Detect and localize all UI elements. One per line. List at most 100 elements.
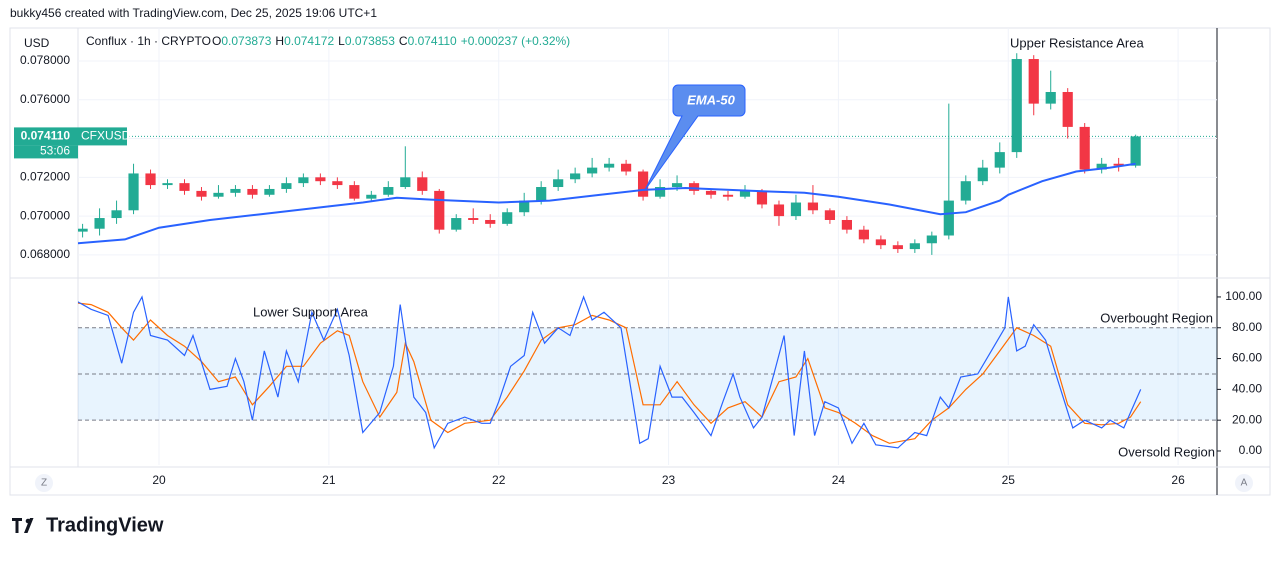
- ohlc-value: 0.074110: [408, 34, 457, 48]
- ohlc-value: 0.073873: [221, 34, 271, 48]
- candle-body: [637, 171, 649, 197]
- candle-body: [417, 177, 428, 191]
- candle-body: [145, 173, 156, 186]
- ema-line: [78, 162, 1136, 245]
- credit: bukky456 created with TradingView.com, D…: [10, 6, 377, 20]
- candle-body: [807, 202, 819, 211]
- annotation: Oversold Region: [1118, 444, 1215, 459]
- candle-body: [756, 190, 768, 205]
- y-tick-label: 60.00: [1232, 351, 1262, 365]
- candle-body: [1130, 136, 1141, 166]
- y-tick-label: 20.00: [1232, 412, 1262, 426]
- candle-body: [111, 210, 122, 219]
- logo-text: TradingView: [46, 514, 164, 536]
- y-tick-label: 0.00: [1239, 443, 1263, 457]
- axis-button[interactable]: Z: [41, 478, 47, 489]
- candle-body: [196, 190, 207, 197]
- y-tick-label: 0.078000: [20, 53, 70, 67]
- axis-button-bg: [1235, 474, 1253, 492]
- candle-body: [468, 218, 479, 220]
- candle-body: [162, 183, 173, 186]
- last-price-symbol: CFXUSD: [81, 129, 131, 143]
- logo-icon: [25, 518, 31, 524]
- candle-body: [213, 192, 224, 197]
- ohlc-label: L: [338, 34, 345, 48]
- candle-body: [688, 183, 700, 191]
- candle-body: [926, 235, 937, 244]
- y-tick-label: 0.076000: [20, 92, 70, 106]
- candle-body: [841, 219, 852, 230]
- currency: USD: [24, 36, 50, 50]
- candle-body: [604, 163, 615, 168]
- candle-body: [78, 228, 88, 232]
- candle-body: [671, 183, 683, 188]
- stoch-k-line: [78, 295, 1142, 450]
- axis-button[interactable]: A: [1241, 478, 1248, 489]
- y-tick-label: 80.00: [1232, 320, 1262, 334]
- y-tick-label: 100.00: [1225, 289, 1262, 303]
- y-tick-label: 0.070000: [20, 208, 70, 222]
- y-tick-label: 40.00: [1232, 382, 1262, 396]
- candle-body: [1062, 91, 1073, 127]
- candle-body: [1045, 91, 1056, 104]
- callout-text: EMA-50: [687, 92, 735, 107]
- candle-body: [349, 185, 360, 199]
- axis-button-bg: [35, 474, 53, 492]
- candle-body: [485, 219, 496, 224]
- ohlc-value: 0.073853: [345, 34, 395, 48]
- candle-body: [1096, 163, 1107, 170]
- candle-body: [960, 181, 971, 201]
- candle-body: [94, 218, 105, 229]
- frame: [9, 27, 1271, 496]
- candle-body: [247, 188, 258, 195]
- candle-body: [553, 179, 564, 188]
- ohlc-label: H: [275, 34, 284, 48]
- last-price-label: 0.074110: [21, 129, 71, 143]
- ohlc-label: C: [399, 34, 408, 48]
- candle-body: [705, 190, 717, 195]
- candle-body: [739, 190, 751, 197]
- candle-body: [621, 163, 632, 172]
- candle-body: [587, 167, 598, 174]
- annotation: Overbought Region: [1100, 310, 1213, 325]
- candle-body: [875, 239, 886, 246]
- candle-body: [1113, 163, 1124, 166]
- stoch-d-line: [78, 302, 1142, 444]
- x-tick-label: 21: [322, 473, 336, 487]
- candle-body: [722, 194, 734, 197]
- price-label-box: [14, 145, 78, 159]
- candle-body: [824, 210, 836, 220]
- candle-body: [943, 200, 954, 236]
- candle-body: [654, 187, 666, 197]
- x-tick-label: 24: [832, 473, 846, 487]
- x-tick-label: 20: [152, 473, 166, 487]
- candle-body: [332, 181, 343, 186]
- candle-body: [892, 245, 903, 250]
- candle-body: [1028, 59, 1039, 104]
- candle-body: [315, 177, 326, 182]
- candle-body: [773, 204, 785, 217]
- x-tick-label: 26: [1171, 473, 1185, 487]
- candle-body: [994, 152, 1005, 168]
- countdown: 53:06: [40, 144, 70, 158]
- candle-body: [858, 229, 869, 240]
- candle-body: [536, 187, 547, 201]
- candle-body: [790, 202, 802, 217]
- logo-icon: [12, 518, 34, 533]
- annotation: Lower Support Area: [253, 304, 369, 319]
- candles: [78, 53, 1141, 255]
- ohlc-label: O: [212, 34, 221, 48]
- candle-body: [128, 173, 139, 211]
- x-tick-label: 25: [1002, 473, 1016, 487]
- ohlc-header: O0.073873 H0.074172 L0.073853 C0.074110 +0.0…: [212, 34, 570, 48]
- logo: TradingView: [12, 514, 164, 536]
- x-tick-label: 23: [662, 473, 676, 487]
- candle-body: [264, 188, 275, 195]
- annotation: Upper Resistance Area: [1010, 35, 1144, 50]
- candle-body: [1011, 59, 1022, 153]
- candle-body: [977, 167, 988, 182]
- y-tick-label: 0.072000: [20, 169, 70, 183]
- candle-body: [451, 218, 462, 230]
